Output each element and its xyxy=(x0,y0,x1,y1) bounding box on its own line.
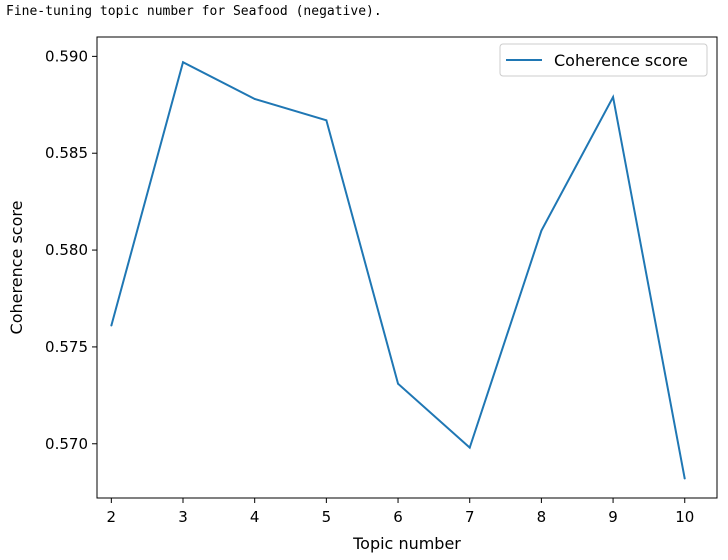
x-axis-label: Topic number xyxy=(352,534,461,553)
y-tick-label: 0.590 xyxy=(45,47,88,65)
data-point xyxy=(612,96,614,98)
x-tick-label: 4 xyxy=(250,508,260,526)
x-tick-label: 10 xyxy=(675,508,694,526)
x-tick-label: 8 xyxy=(537,508,547,526)
y-tick-label: 0.580 xyxy=(45,241,88,259)
data-point xyxy=(397,382,399,385)
y-tick-label: 0.575 xyxy=(45,338,88,356)
plot-frame xyxy=(96,36,718,499)
x-tick-label: 6 xyxy=(393,508,403,526)
data-point xyxy=(540,229,543,232)
y-tick-label: 0.570 xyxy=(45,435,88,453)
x-tick-label: 5 xyxy=(322,508,332,526)
data-point xyxy=(468,446,471,449)
plot-area: 2 3 4 5 6 7 8 9 10 0.570 0.575 0.580 0.585 0.590 Topic… xyxy=(7,36,718,553)
data-point xyxy=(253,98,256,100)
x-tick-label: 9 xyxy=(608,508,618,526)
data-point xyxy=(683,477,686,480)
data-point xyxy=(325,119,328,122)
cell-output-text: Fine-tuning topic number for Seafood (ne… xyxy=(6,4,382,19)
x-tick-label: 3 xyxy=(178,508,188,526)
series-line-0 xyxy=(110,60,686,479)
data-point xyxy=(182,61,184,64)
y-tick-label: 0.585 xyxy=(45,144,88,162)
x-tick-label: 2 xyxy=(107,508,117,526)
x-tick-label: 7 xyxy=(465,508,475,526)
legend-box xyxy=(499,43,708,77)
legend-label: Coherence score xyxy=(554,51,688,70)
y-axis-label: Coherence score xyxy=(7,201,26,335)
data-point xyxy=(110,324,113,327)
